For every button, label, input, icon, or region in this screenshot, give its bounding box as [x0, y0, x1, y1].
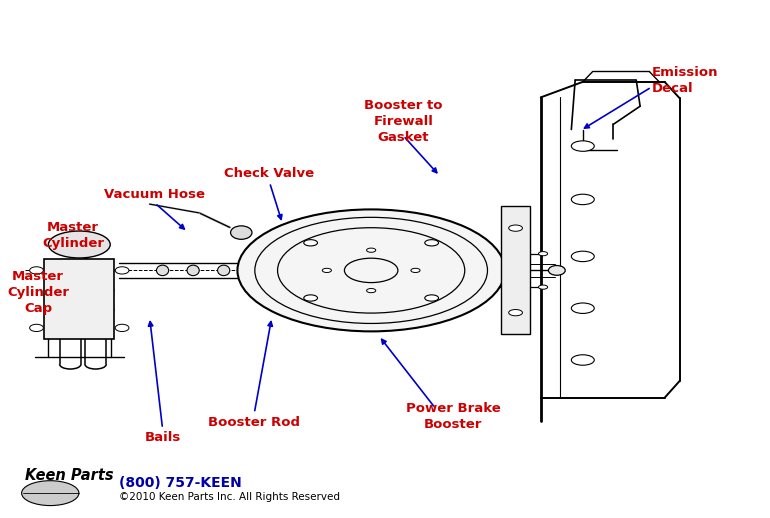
Ellipse shape [29, 324, 43, 332]
Ellipse shape [29, 267, 43, 274]
Ellipse shape [49, 231, 110, 258]
Ellipse shape [218, 265, 229, 276]
Ellipse shape [425, 295, 439, 301]
Ellipse shape [509, 310, 522, 316]
Ellipse shape [187, 265, 199, 276]
Ellipse shape [116, 324, 129, 332]
Ellipse shape [237, 209, 505, 332]
Text: Booster to
Firewall
Gasket: Booster to Firewall Gasket [364, 99, 443, 144]
Text: Master
Cylinder
Cap: Master Cylinder Cap [7, 270, 69, 315]
Text: Bails: Bails [145, 431, 181, 444]
FancyBboxPatch shape [501, 206, 530, 335]
Text: Vacuum Hose: Vacuum Hose [105, 188, 206, 201]
Text: (800) 757-KEEN: (800) 757-KEEN [119, 476, 242, 490]
Ellipse shape [509, 225, 522, 231]
Text: ©2010 Keen Parts Inc. All Rights Reserved: ©2010 Keen Parts Inc. All Rights Reserve… [119, 492, 340, 502]
Ellipse shape [571, 141, 594, 151]
Ellipse shape [538, 285, 547, 289]
Ellipse shape [230, 226, 252, 239]
Ellipse shape [156, 265, 169, 276]
Text: Check Valve: Check Valve [225, 167, 315, 180]
Ellipse shape [323, 268, 331, 272]
Text: Master
Cylinder: Master Cylinder [42, 221, 104, 250]
Ellipse shape [571, 251, 594, 262]
Ellipse shape [116, 267, 129, 274]
Text: Keen Parts: Keen Parts [25, 468, 114, 483]
Ellipse shape [367, 289, 376, 293]
Ellipse shape [411, 268, 420, 272]
Ellipse shape [304, 240, 317, 246]
Ellipse shape [548, 266, 565, 275]
Text: Emission
Decal: Emission Decal [651, 66, 718, 95]
Ellipse shape [22, 481, 79, 506]
Ellipse shape [571, 194, 594, 205]
FancyBboxPatch shape [44, 259, 115, 339]
Ellipse shape [538, 252, 547, 256]
Ellipse shape [571, 355, 594, 365]
Ellipse shape [571, 303, 594, 313]
Text: Booster Rod: Booster Rod [208, 415, 300, 429]
Ellipse shape [425, 240, 439, 246]
Ellipse shape [304, 295, 317, 301]
Ellipse shape [367, 248, 376, 252]
Text: Power Brake
Booster: Power Brake Booster [406, 402, 500, 431]
